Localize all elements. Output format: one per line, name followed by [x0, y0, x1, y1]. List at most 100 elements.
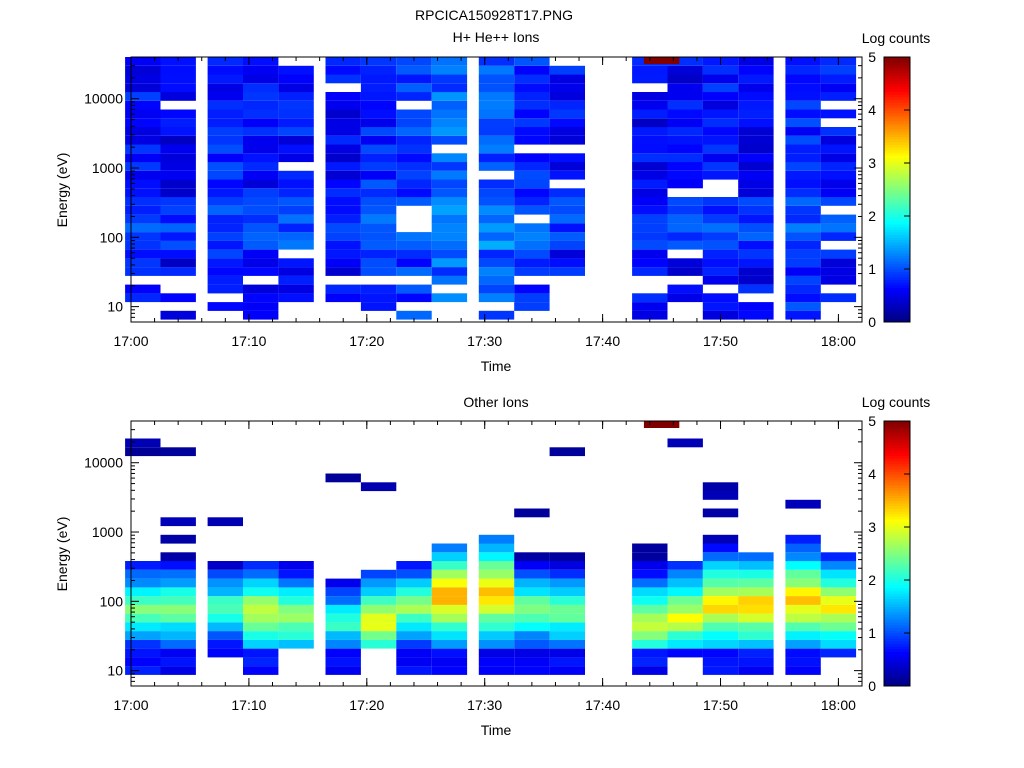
heatmap-cell [396, 604, 432, 614]
heatmap-cell [785, 648, 821, 658]
colorbar-segment [884, 566, 910, 570]
heatmap-cell [702, 587, 739, 597]
heatmap-cell [514, 109, 550, 119]
colorbar-segment [884, 664, 910, 668]
heatmap-cell [632, 214, 668, 224]
colorbar-segment [884, 292, 910, 296]
colorbar-segment [884, 303, 910, 307]
colorbar-segment [884, 176, 910, 180]
heatmap-cell [478, 188, 515, 198]
heatmap-cell [325, 578, 361, 588]
heatmap-cell [243, 65, 279, 75]
x-tick-label: 17:40 [585, 697, 620, 713]
heatmap-cell [549, 249, 585, 259]
heatmap-cell [785, 569, 821, 579]
heatmap-cell [702, 639, 739, 649]
plot-axes: 17:00 17:10 17:20 17:30 17:40 17:50 18:00 10 100… [84, 420, 863, 713]
heatmap-cell [785, 92, 821, 101]
colorbar-segment [884, 276, 910, 281]
heatmap-cell [125, 578, 161, 588]
heatmap-cell [207, 302, 243, 311]
heatmap-cell [820, 92, 857, 101]
heatmap-cell [738, 561, 774, 570]
heatmap-cell [820, 65, 857, 75]
heatmap-cell [278, 622, 314, 632]
heatmap-cell [125, 613, 161, 623]
heatmap-cell [160, 214, 196, 224]
heatmap-cell [667, 596, 703, 605]
heatmap-cell [360, 258, 397, 268]
heatmap-cell [360, 587, 397, 597]
colorbar-segment [884, 659, 910, 663]
heatmap-cell [514, 666, 550, 675]
heatmap-cell [514, 508, 550, 518]
heatmap-cell [207, 631, 243, 640]
colorbar-segment [884, 577, 910, 581]
colorbar-segment [884, 670, 910, 674]
colorbar-tick-label: 0 [868, 678, 876, 694]
y-tick-label: 10000 [84, 455, 123, 471]
heatmap-cell [702, 552, 739, 562]
colorbar-segment [884, 564, 910, 568]
y-tick-label: 1000 [92, 160, 123, 176]
colorbar-segment [884, 173, 910, 177]
heatmap-cell [514, 240, 550, 250]
colorbar-segment [884, 125, 910, 130]
heatmap-cell [431, 648, 468, 658]
heatmap-cell [396, 179, 432, 189]
heatmap-cell [549, 135, 585, 145]
heatmap-cell [243, 578, 279, 588]
colorbar-segment [884, 606, 910, 610]
heatmap-cell [514, 197, 550, 206]
heatmap-cell [820, 639, 857, 649]
heatmap-cell [702, 144, 739, 154]
colorbar-segment [884, 123, 910, 127]
heatmap-cell [514, 596, 550, 605]
heatmap-cell [785, 109, 821, 119]
heatmap-cell [360, 153, 397, 163]
heatmap-cell [514, 631, 550, 640]
colorbar-segment [884, 648, 910, 653]
heatmap-cell [207, 561, 243, 570]
y-tick-label: 100 [100, 229, 124, 245]
heatmap-cell [549, 153, 585, 163]
heatmap-cell [820, 135, 857, 145]
heatmap-cell [820, 223, 857, 233]
heatmap-cell [125, 197, 161, 206]
heatmap-cell [549, 267, 585, 276]
heatmap-cell [549, 258, 585, 268]
colorbar-segment [884, 580, 910, 584]
heatmap-cell [820, 144, 857, 154]
heatmap-cell [125, 205, 161, 215]
heatmap-cell [431, 657, 468, 667]
heatmap-cell [667, 561, 703, 570]
heatmap-cell [160, 517, 196, 527]
heatmap-cell [243, 587, 279, 597]
heatmap-cell [549, 561, 585, 570]
heatmap-cell [738, 57, 774, 66]
heatmap-cell [549, 622, 585, 632]
colorbar-segment [884, 548, 910, 552]
colorbar-segment [884, 542, 910, 547]
x-tick-label: 17:30 [467, 697, 502, 713]
heatmap-cell [785, 267, 821, 276]
heatmap-cell [738, 657, 774, 667]
heatmap-cell [632, 310, 668, 320]
heatmap-cell [207, 109, 243, 119]
heatmap-cell [360, 65, 397, 75]
heatmap-cell [549, 109, 585, 119]
colorbar-segment [884, 120, 910, 124]
heatmap-cell [396, 569, 432, 579]
heatmap-cell [207, 622, 243, 632]
heatmap-cell [207, 639, 243, 649]
heatmap-cell [632, 302, 668, 311]
heatmap-cell [785, 293, 821, 303]
heatmap-cell [431, 74, 468, 84]
heatmap-cell [396, 561, 432, 570]
heatmap-cell [667, 109, 703, 119]
colorbar-segment [884, 165, 910, 169]
heatmap-cell [431, 100, 468, 110]
heatmap-cell [478, 109, 515, 119]
heatmap-cell [160, 293, 196, 303]
heatmap-cell [160, 205, 196, 215]
